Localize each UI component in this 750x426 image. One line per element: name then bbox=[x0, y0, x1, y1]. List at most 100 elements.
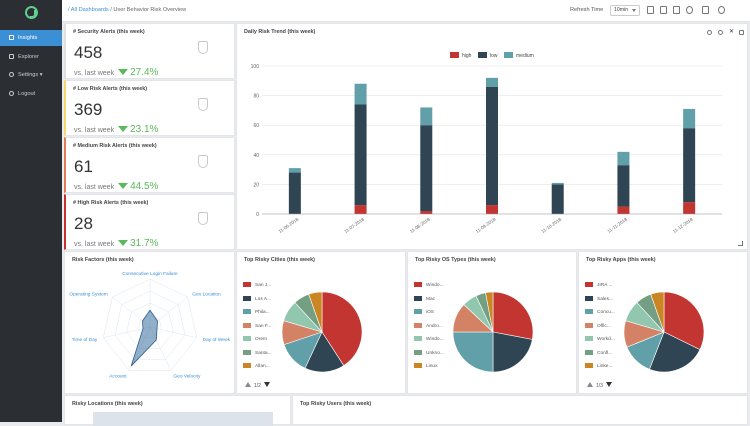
shield-icon bbox=[198, 212, 208, 225]
panel-title: Risk Factors (this week) bbox=[72, 257, 134, 263]
logout-icon bbox=[9, 90, 14, 96]
vs-label: vs. last week bbox=[74, 184, 115, 191]
sidebar-item-settings[interactable]: Settings ▾ bbox=[0, 67, 62, 83]
bar-low bbox=[354, 104, 367, 206]
gear-icon[interactable] bbox=[718, 30, 723, 35]
pie-legend-item[interactable]: San J... bbox=[243, 282, 271, 288]
legend-low[interactable]: low bbox=[478, 52, 498, 59]
page-indicator: 1/2 bbox=[254, 383, 261, 389]
legend-label: Linux bbox=[426, 364, 438, 369]
pie-slice bbox=[663, 291, 705, 351]
radar-indicator-label: Time of Day bbox=[72, 337, 98, 343]
stat-card-low-risk: # Low Risk Alerts (this week) 369 vs. la… bbox=[64, 80, 235, 136]
pie-legend-item[interactable]: Santa... bbox=[243, 349, 272, 356]
vs-label: vs. last week bbox=[74, 127, 115, 134]
pie-legend-item[interactable]: iOS bbox=[414, 309, 434, 315]
page-down-icon[interactable] bbox=[263, 382, 270, 387]
refresh-icon[interactable] bbox=[686, 6, 693, 14]
settings-icon bbox=[9, 71, 14, 77]
bar-low bbox=[420, 125, 433, 212]
bar-low bbox=[486, 86, 498, 206]
pie-slice bbox=[650, 291, 665, 333]
sidebar-item-logout[interactable]: Logout bbox=[0, 86, 62, 102]
stat-title: # Low Risk Alerts (this week) bbox=[73, 86, 148, 92]
y-tick-label: 80 bbox=[253, 94, 259, 100]
radar-area bbox=[130, 309, 158, 367]
legend-swatch bbox=[414, 336, 422, 341]
pie-legend-item[interactable]: San F... bbox=[243, 322, 271, 329]
pie-legend-item[interactable]: Orem bbox=[243, 336, 267, 342]
export-icon[interactable] bbox=[702, 6, 709, 14]
favorite-icon[interactable] bbox=[707, 30, 712, 35]
refresh-time-select[interactable]: 10min bbox=[610, 5, 640, 16]
legend-swatch bbox=[243, 309, 251, 314]
legend-label: JIRA ... bbox=[597, 283, 613, 288]
bar-medium bbox=[288, 168, 301, 173]
bar-high bbox=[420, 211, 433, 214]
stat-card-security-alerts: # Security Alerts (this week) 458 vs. la… bbox=[64, 23, 235, 79]
pie-legend-item[interactable]: Los A... bbox=[243, 295, 271, 302]
page-up-icon[interactable] bbox=[245, 382, 251, 387]
expand-icon[interactable] bbox=[739, 30, 744, 35]
breadcrumb-current: / User Behavior Risk Overview bbox=[108, 7, 187, 13]
refresh-time-label: Refresh Time bbox=[570, 7, 604, 13]
pie-legend-item[interactable]: Offic... bbox=[585, 322, 611, 329]
radar-indicator-label: Account bbox=[109, 374, 127, 380]
explorer-icon bbox=[9, 53, 14, 59]
pie-legend-item[interactable]: Linke... bbox=[585, 363, 612, 369]
bar-medium bbox=[354, 83, 367, 105]
pie-legend-item[interactable]: Concu... bbox=[585, 309, 615, 315]
pie-legend-item[interactable]: Andro... bbox=[414, 322, 443, 329]
pie-legend-item[interactable]: Phila... bbox=[243, 309, 270, 315]
vs-label: vs. last week bbox=[74, 70, 115, 77]
stat-value: 458 bbox=[74, 43, 103, 62]
pie-legend-item[interactable]: Windo... bbox=[414, 282, 444, 288]
legend-swatch bbox=[414, 282, 422, 287]
page-down-icon[interactable] bbox=[605, 382, 612, 387]
pie-legend-item[interactable]: Unkno... bbox=[414, 349, 444, 356]
pie-legend-item[interactable]: JIRA ... bbox=[585, 282, 612, 288]
pie-legend-item[interactable]: Windo... bbox=[414, 336, 444, 342]
resize-handle-icon[interactable] bbox=[738, 241, 743, 246]
y-tick-label: 40 bbox=[253, 153, 259, 159]
sidebar-item-label: Insights bbox=[18, 35, 38, 41]
stat-card-high-risk: # High Risk Alerts (this week) 28 vs. la… bbox=[64, 194, 235, 250]
sidebar-item-explorer[interactable]: Explorer bbox=[0, 49, 62, 65]
bar-low bbox=[551, 184, 564, 214]
pie-legend-item[interactable]: Confl... bbox=[585, 349, 612, 356]
radar-indicator-label: Geo Velocity bbox=[173, 374, 201, 380]
layout-icon[interactable] bbox=[660, 6, 667, 14]
map[interactable] bbox=[93, 412, 273, 426]
top-risky-apps-panel: Top Risky Apps (this week) JIRA ... Sales… bbox=[578, 251, 748, 394]
legend-label: Workd... bbox=[597, 337, 615, 342]
legend-medium[interactable]: medium bbox=[504, 52, 534, 59]
app-logo-icon[interactable] bbox=[25, 6, 38, 19]
panel-title: Top Risky OS Types (this week) bbox=[415, 257, 496, 263]
radar-axis bbox=[103, 326, 151, 338]
pie-legend-item[interactable]: Mac bbox=[414, 295, 435, 302]
radar-axis bbox=[149, 326, 197, 338]
pie-legend-item[interactable]: Linux bbox=[414, 363, 437, 369]
add-icon[interactable] bbox=[718, 6, 725, 14]
page-up-icon[interactable] bbox=[587, 382, 593, 387]
close-icon[interactable]: ✕ bbox=[729, 29, 735, 35]
os-pie-chart bbox=[452, 291, 534, 373]
breadcrumb-all-dashboards[interactable]: / All Dashboards bbox=[68, 7, 109, 13]
pie-legend-item[interactable]: Sales... bbox=[585, 295, 613, 302]
x-tick-label: 11-11-2018 bbox=[606, 216, 628, 233]
legend-label: medium bbox=[516, 53, 534, 59]
x-tick-label: 11-12-2018 bbox=[672, 216, 694, 234]
lock-icon[interactable] bbox=[647, 6, 654, 14]
sidebar-item-insights[interactable]: Insights bbox=[0, 30, 62, 46]
pie-legend-item[interactable]: Workd... bbox=[585, 336, 615, 342]
legend-pager[interactable]: 1/3 bbox=[587, 382, 612, 389]
legend-swatch bbox=[243, 282, 251, 287]
document-icon[interactable] bbox=[673, 6, 680, 14]
legend-pager[interactable]: 1/2 bbox=[245, 382, 270, 389]
legend-high[interactable]: high bbox=[450, 52, 471, 59]
trend-down-icon bbox=[118, 126, 129, 132]
legend-label: Orem bbox=[255, 337, 267, 342]
pie-legend-item[interactable]: Allan... bbox=[243, 363, 270, 369]
x-tick-label: 11-10-2018 bbox=[540, 216, 562, 234]
bar-high bbox=[617, 206, 630, 214]
